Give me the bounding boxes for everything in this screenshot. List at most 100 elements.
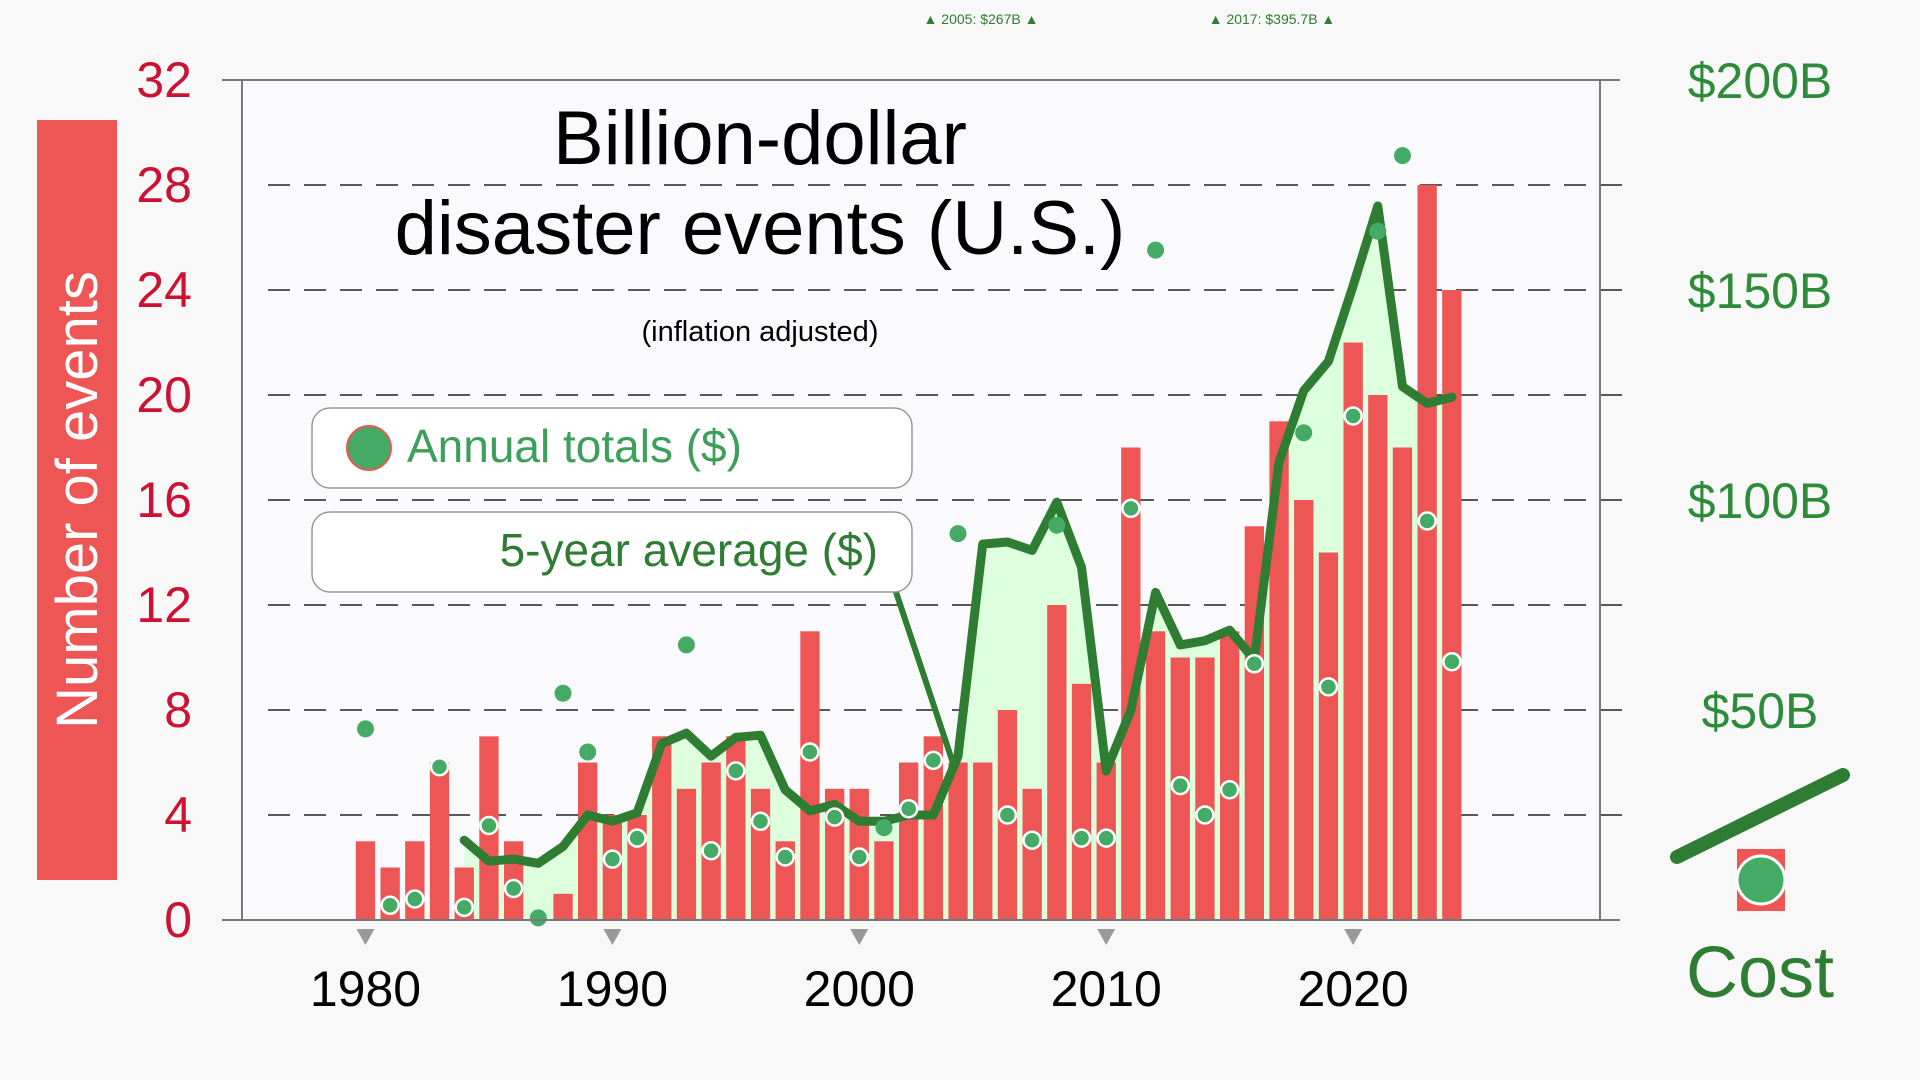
cost-dot-1993 — [677, 636, 695, 654]
cost-dot-1995 — [726, 761, 746, 781]
axes — [222, 79, 1620, 921]
cost-dot-1994 — [701, 840, 721, 861]
cost-dot-2011 — [1121, 498, 1141, 519]
bar-2017 — [1269, 421, 1289, 921]
cost-dot-1983 — [429, 756, 450, 777]
cost-dot-2002 — [898, 798, 919, 819]
cost-dot-2013 — [1170, 775, 1191, 796]
cost-dot-2023 — [1417, 511, 1437, 531]
bar-1998 — [800, 631, 820, 921]
cost-dot-1986 — [503, 878, 524, 899]
left-tick-0: 0 — [164, 892, 192, 948]
bar-2019 — [1318, 552, 1339, 920]
bar-2012 — [1145, 631, 1166, 921]
left-tick-28: 28 — [136, 157, 192, 213]
cost-dot-1996 — [750, 811, 771, 832]
cost-dot-2014 — [1195, 805, 1215, 825]
average-line — [459, 201, 1457, 868]
left-tick-16: 16 — [136, 472, 192, 528]
left-tick-4: 4 — [164, 787, 192, 843]
cost-dot-1990 — [602, 849, 623, 869]
bar-2015 — [1220, 631, 1240, 921]
x-tick-2000: 2000 — [804, 961, 915, 1017]
offscale-note-2017: ▲ 2017: $395.7B ▲ — [1209, 11, 1336, 27]
cost-legend-line — [1670, 768, 1850, 864]
cost-dot-1985 — [479, 815, 499, 836]
right-tick-labels: $50B $100B $150B $200B — [1688, 53, 1833, 739]
offscale-note-2005: ▲ 2005: $267B ▲ — [924, 11, 1039, 27]
cost-dot-2003 — [923, 750, 944, 771]
bar-2014 — [1195, 657, 1215, 920]
bar-2002 — [899, 762, 919, 920]
cost-dot-2010 — [1096, 828, 1116, 848]
cost-dot-2006 — [997, 805, 1018, 825]
cost-dot-1998 — [800, 742, 820, 762]
x-tick-2020: 2020 — [1297, 961, 1408, 1017]
cost-dot-2007 — [1022, 830, 1042, 850]
annual-cost-dots — [357, 147, 1462, 927]
legend-avg-label: 5-year average ($) — [500, 524, 878, 576]
right-tick-200: $200B — [1688, 53, 1833, 109]
bar-2021 — [1368, 395, 1388, 920]
chart-title-line1: Billion-dollar — [553, 96, 967, 181]
left-tick-12: 12 — [136, 577, 192, 633]
cost-dot-2008 — [1048, 516, 1066, 534]
chart-title-line2: disaster events (U.S.) — [395, 186, 1126, 271]
x-tick-1990: 1990 — [557, 961, 668, 1017]
cost-dot-1988 — [554, 684, 572, 702]
bar-2007 — [1022, 788, 1042, 921]
x-tick-2010: 2010 — [1051, 961, 1162, 1017]
cost-dot-2001 — [875, 819, 893, 837]
bar-2023 — [1417, 185, 1437, 920]
bar-1980 — [355, 841, 376, 921]
x-tick-1980: 1980 — [310, 961, 421, 1017]
right-tick-50: $50B — [1702, 683, 1819, 739]
bar-2003 — [923, 736, 943, 921]
cost-dot-2018 — [1295, 424, 1313, 442]
cost-axis-label: Cost — [1686, 933, 1834, 1013]
cost-legend: Cost — [1670, 768, 1850, 1013]
cost-dot-2009 — [1071, 828, 1092, 848]
cost-dot-1997 — [775, 847, 795, 867]
cost-dot-2000 — [849, 847, 870, 867]
legend-annual-label: Annual totals ($) — [407, 420, 742, 472]
average-line-group — [459, 201, 1457, 868]
cost-dot-1991 — [627, 828, 647, 848]
bar-2024 — [1442, 290, 1462, 920]
bar-1995 — [726, 736, 746, 921]
bar-2004 — [948, 762, 968, 920]
cost-dot-1984 — [454, 897, 474, 918]
cost-legend-dot — [1735, 854, 1787, 906]
bar-2020 — [1343, 342, 1363, 920]
bar-1988 — [553, 893, 573, 921]
cost-dot-1999 — [824, 807, 845, 827]
x-tick-marker-2010 — [1097, 929, 1116, 945]
cost-dot-2019 — [1318, 677, 1339, 697]
cost-dot-2024 — [1442, 651, 1462, 672]
cost-dot-1989 — [579, 743, 597, 761]
bar-2005 — [973, 762, 993, 920]
left-tick-labels: 0 4 8 12 16 20 24 28 32 — [136, 52, 192, 948]
legend-annual-box — [311, 407, 913, 489]
cost-dot-2020 — [1343, 406, 1363, 426]
ylabel-box — [37, 120, 117, 880]
left-tick-32: 32 — [136, 52, 192, 108]
bar-1992 — [652, 736, 672, 921]
bar-2008 — [1047, 605, 1067, 920]
cost-dot-2015 — [1219, 780, 1240, 800]
bar-1996 — [750, 788, 771, 921]
average-leader — [885, 565, 958, 770]
x-tick-marker-1990 — [603, 929, 622, 945]
cost-dot-1980 — [357, 720, 374, 738]
bar-2009 — [1071, 683, 1092, 921]
left-tick-8: 8 — [164, 682, 192, 738]
bar-1993 — [676, 788, 697, 921]
cost-dot-1982 — [405, 889, 425, 909]
legend-annual-dot — [346, 425, 392, 471]
chart-subtitle: (inflation adjusted) — [642, 316, 879, 348]
bar-2022 — [1392, 447, 1413, 920]
x-tick-marker-2020 — [1344, 929, 1363, 945]
x-tick-marker-2000 — [850, 929, 869, 945]
cost-dot-1987 — [529, 909, 547, 927]
